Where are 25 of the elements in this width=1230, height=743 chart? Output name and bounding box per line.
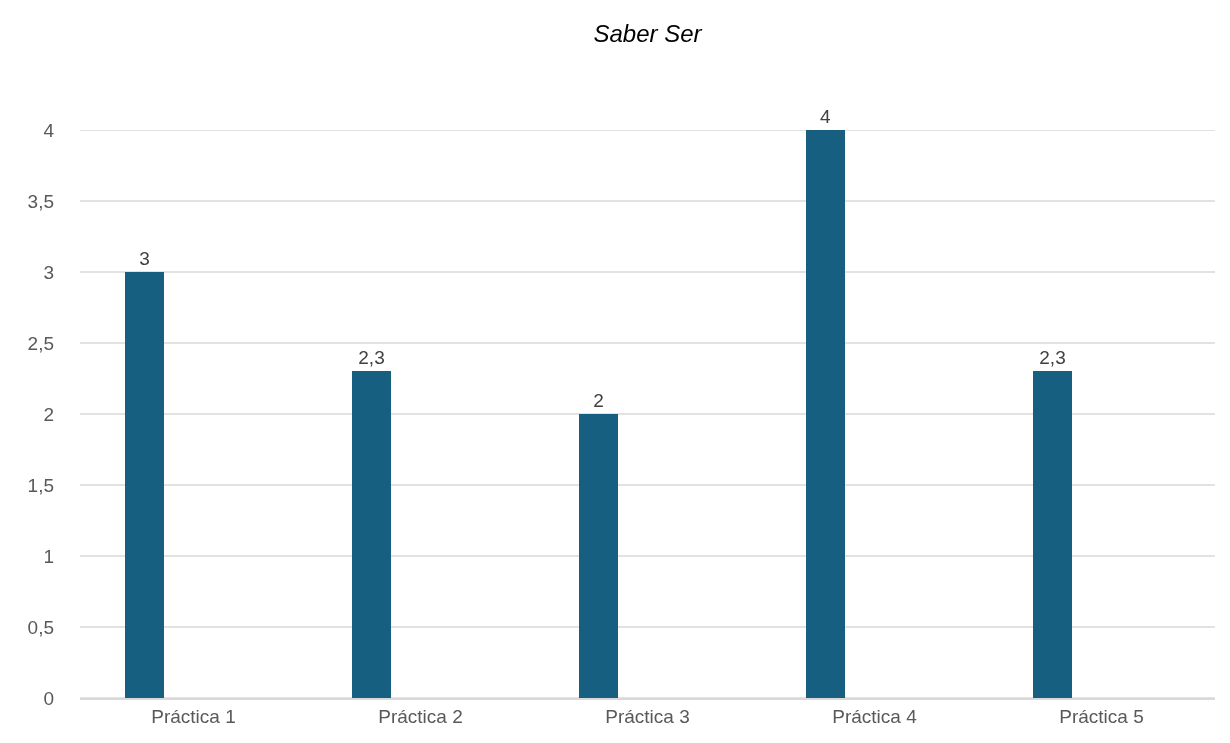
bar [352, 371, 391, 698]
y-tick-label: 2,5 [27, 332, 54, 354]
y-tick-label: 0,5 [27, 616, 54, 638]
data-label: 3 [139, 248, 150, 269]
y-tick-label: 3 [43, 261, 54, 283]
bar [1033, 371, 1072, 698]
y-tick-label: 1,5 [27, 474, 54, 496]
data-label: 2,3 [358, 347, 385, 368]
bar [806, 130, 845, 698]
bar [125, 272, 164, 698]
y-tick-label: 0 [43, 687, 54, 709]
y-tick-label: 1 [43, 545, 54, 567]
y-tick-label: 2 [43, 403, 54, 425]
x-tick-label: Práctica 3 [605, 705, 690, 727]
data-label: 4 [820, 106, 831, 127]
chart-title: Saber Ser [593, 19, 703, 47]
x-tick-label: Práctica 4 [832, 705, 918, 727]
bar [579, 414, 618, 698]
x-tick-label: Práctica 5 [1059, 705, 1144, 727]
x-tick-label: Práctica 1 [151, 705, 236, 727]
y-tick-label: 4 [43, 119, 55, 141]
y-tick-label: 3,5 [27, 190, 54, 212]
data-label: 2 [593, 390, 604, 411]
x-tick-label: Práctica 2 [378, 705, 463, 727]
data-label: 2,3 [1039, 347, 1066, 368]
